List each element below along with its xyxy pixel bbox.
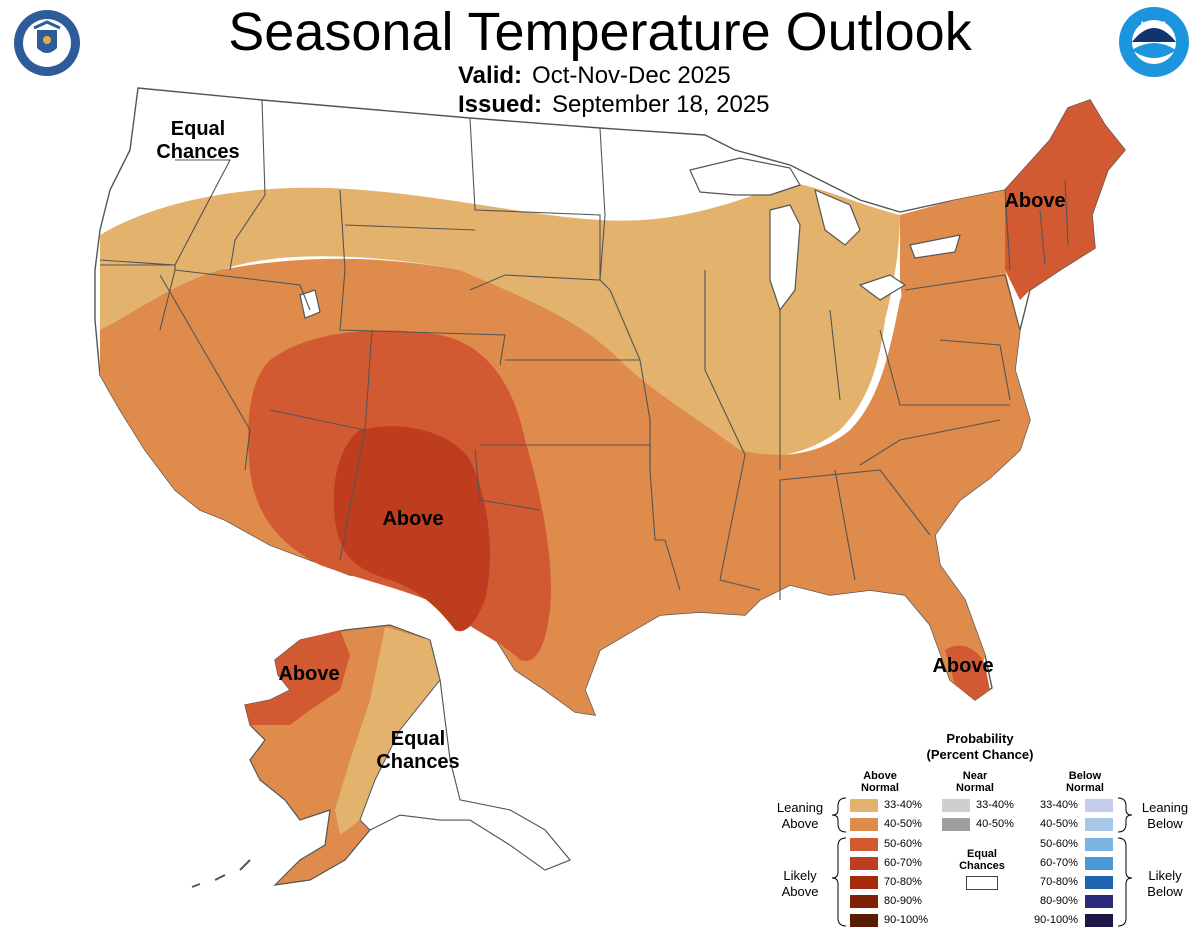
label-alaska-east: Equal Chances	[368, 728, 468, 774]
page-title: Seasonal Temperature Outlook	[228, 2, 972, 62]
region-leaning-above-40-50-northeast	[900, 190, 1020, 360]
label-northwest-line2: Chances	[156, 141, 240, 163]
label-northwest: Equal Chances	[138, 118, 258, 164]
aleutian-islands	[191, 859, 251, 888]
region-leaning-above-33-40	[100, 182, 900, 456]
region-likely-above-50-60-northeast	[1005, 100, 1125, 300]
great-lakes	[299, 157, 961, 319]
valid-label: Valid:	[458, 62, 523, 89]
alaska-equal-chances	[359, 639, 571, 871]
doc-seal-icon	[14, 10, 80, 76]
svg-text:NOAA: NOAA	[1141, 20, 1168, 30]
state-borders	[99, 99, 1069, 600]
valid-row: Valid: Oct-Nov-Dec 2025	[458, 62, 731, 90]
issued-row: Issued: September 18, 2025	[458, 91, 770, 119]
label-alaska-east-line2: Chances	[376, 751, 460, 773]
noaa-logo-icon: NOAA	[1119, 7, 1189, 77]
alaska-leaning-above-33-40	[335, 627, 440, 835]
issued-label: Issued:	[458, 91, 543, 118]
label-northwest-line1: Equal	[170, 118, 226, 140]
valid-value: Oct-Nov-Dec 2025	[532, 62, 731, 89]
label-northeast: Above	[1004, 190, 1066, 212]
label-alaska-west: Above	[278, 663, 340, 685]
label-alaska-east-line1: Equal	[390, 728, 446, 750]
label-florida: Above	[932, 655, 994, 677]
region-likely-above-50-60-florida	[945, 645, 990, 700]
label-southwest: Above	[382, 508, 444, 530]
issued-value: September 18, 2025	[552, 91, 770, 118]
alaska-likely-above-50-60	[245, 630, 350, 725]
region-likely-above-60-70-core	[333, 426, 490, 632]
